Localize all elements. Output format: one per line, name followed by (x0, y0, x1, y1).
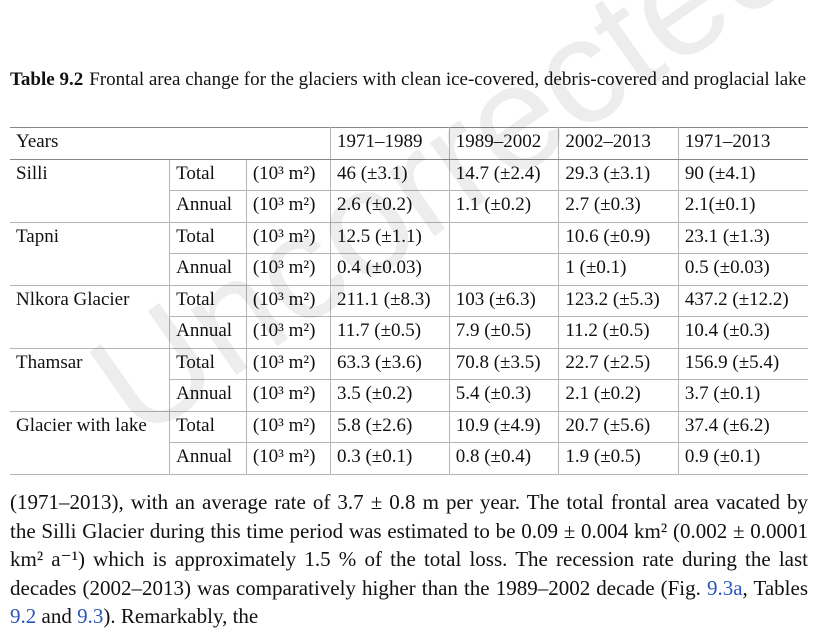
value-cell: 1.9 (±0.5) (558, 442, 679, 475)
value-cell: 37.4 (±6.2) (677, 410, 808, 443)
paragraph-text: and (36, 604, 78, 628)
reference-link[interactable]: 9.3a (706, 575, 743, 600)
glacier-name: Nlkora Glacier (10, 284, 171, 349)
value-cell: 2.6 (±0.2) (329, 190, 450, 223)
empty-cell (448, 221, 560, 254)
body-paragraph: (1971–2013), with an average rate of 3.7… (10, 488, 808, 631)
row-unit: (10³ m²) (245, 284, 331, 317)
row-type: Annual (169, 316, 247, 349)
table-row: Nlkora Glacier Total (10³ m²) 211.1 (±8.3) 1… (10, 284, 808, 349)
row-unit: (10³ m²) (245, 442, 331, 475)
reference-link[interactable]: 9.3 (77, 604, 104, 628)
value-cell: 10.9 (±4.9) (448, 410, 560, 443)
value-cell: 0.5 (±0.03) (677, 253, 808, 286)
value-cell: 1 (±0.1) (558, 253, 679, 286)
value-cell: 2.1 (±0.2) (558, 379, 679, 412)
data-table: Years 1971–1989 1989–2002 2002–2013 1971–201… (10, 127, 808, 475)
row-type: Annual (169, 379, 247, 412)
row-unit: (10³ m²) (245, 379, 331, 412)
header-cell: 1989–2002 (448, 127, 560, 160)
value-cell: 10.4 (±0.3) (677, 316, 808, 349)
row-type: Annual (169, 442, 247, 475)
row-type: Total (169, 221, 247, 254)
value-cell: 5.4 (±0.3) (448, 379, 560, 412)
table-row: Tapni Total (10³ m²) 12.5 (±1.1) 10.6 (±0.9)… (10, 221, 808, 286)
table-row: Annual (10³ m²) 2.6 (±0.2) 1.1 (±0.2) 2.7 (±… (10, 190, 808, 223)
glacier-name: Glacier with lake (10, 410, 171, 475)
value-cell: 437.2 (±12.2) (677, 284, 808, 317)
empty-cell (448, 253, 560, 286)
paragraph-text: ). Remarkably, the (103, 604, 259, 628)
value-cell: 14.7 (±2.4) (448, 158, 560, 191)
value-cell: 11.2 (±0.5) (558, 316, 679, 349)
value-cell: 29.3 (±3.1) (558, 158, 679, 191)
row-unit: (10³ m²) (245, 316, 331, 349)
row-type: Total (169, 158, 247, 191)
row-type: Total (169, 347, 247, 380)
value-cell: 2.7 (±0.3) (558, 190, 679, 223)
glacier-name: Tapni (10, 221, 171, 286)
value-cell: 90 (±4.1) (677, 158, 808, 191)
value-cell: 70.8 (±3.5) (448, 347, 560, 380)
glacier-name: Thamsar (10, 347, 171, 412)
table-row: Glacier with lake Total (10³ m²) 5.8 (±2.6)… (10, 410, 808, 475)
glacier-name: Silli (10, 158, 171, 223)
value-cell: 3.7 (±0.1) (677, 379, 808, 412)
row-unit: (10³ m²) (245, 158, 331, 191)
value-cell: 46 (±3.1) (329, 158, 450, 191)
row-type: Total (169, 284, 247, 317)
table-row: Thamsar Total (10³ m²) 63.3 (±3.6) 70.8 (±3.… (10, 347, 808, 412)
row-type: Annual (169, 253, 247, 286)
value-cell: 156.9 (±5.4) (677, 347, 808, 380)
caption-label: Table 9.2 (10, 69, 84, 90)
value-cell: 2.1(±0.1) (677, 190, 808, 223)
row-type: Annual (169, 190, 247, 223)
table-row: Annual (10³ m²) 0.4 (±0.03) 1 (±0.1) 0.5 (±0… (10, 253, 808, 286)
caption-text: Frontal area change for the glaciers wit… (89, 69, 807, 90)
header-cell: 2002–2013 (558, 127, 679, 160)
header-cell: 1971–1989 (329, 127, 450, 160)
paragraph-text: (1971–2013), with an average rate of 3.7… (10, 490, 808, 600)
value-cell: 123.2 (±5.3) (558, 284, 679, 317)
value-cell: 1.1 (±0.2) (448, 190, 560, 223)
reference-link[interactable]: 9.2 (10, 604, 37, 628)
value-cell: 0.9 (±0.1) (677, 442, 808, 475)
value-cell: 103 (±6.3) (448, 284, 560, 317)
value-cell: 5.8 (±2.6) (329, 410, 450, 443)
header-row: Years 1971–1989 1989–2002 2002–2013 1971–201… (10, 127, 808, 160)
value-cell: 3.5 (±0.2) (329, 379, 450, 412)
table-row: Annual (10³ m²) 0.3 (±0.1) 0.8 (±0.4) 1.9 (±… (10, 442, 808, 475)
value-cell: 63.3 (±3.6) (329, 347, 450, 380)
paragraph-text: , Tables (742, 575, 808, 600)
value-cell: 0.8 (±0.4) (448, 442, 560, 475)
row-unit: (10³ m²) (245, 347, 331, 380)
table-row: Annual (10³ m²) 3.5 (±0.2) 5.4 (±0.3) 2.1 (±… (10, 379, 808, 412)
value-cell: 23.1 (±1.3) (677, 221, 808, 254)
table-row: Annual (10³ m²) 11.7 (±0.5) 7.9 (±0.5) 11.2 … (10, 316, 808, 349)
row-unit: (10³ m²) (245, 221, 331, 254)
value-cell: 10.6 (±0.9) (558, 221, 679, 254)
row-unit: (10³ m²) (245, 253, 331, 286)
value-cell: 20.7 (±5.6) (558, 410, 679, 443)
row-unit: (10³ m²) (245, 410, 331, 443)
value-cell: 22.7 (±2.5) (558, 347, 679, 380)
table-caption: Table 9.2 Frontal area change for the gla… (10, 68, 808, 92)
value-cell: 0.4 (±0.03) (329, 253, 450, 286)
value-cell: 12.5 (±1.1) (329, 221, 450, 254)
value-cell: 7.9 (±0.5) (448, 316, 560, 349)
header-cell: Years (10, 127, 331, 160)
table-row: Silli Total (10³ m²) 46 (±3.1) 14.7 (±2.4) 29… (10, 158, 808, 223)
value-cell: 11.7 (±0.5) (329, 316, 450, 349)
row-type: Total (169, 410, 247, 443)
value-cell: 211.1 (±8.3) (329, 284, 450, 317)
row-unit: (10³ m²) (245, 190, 331, 223)
value-cell: 0.3 (±0.1) (329, 442, 450, 475)
header-cell: 1971–2013 (677, 127, 808, 160)
